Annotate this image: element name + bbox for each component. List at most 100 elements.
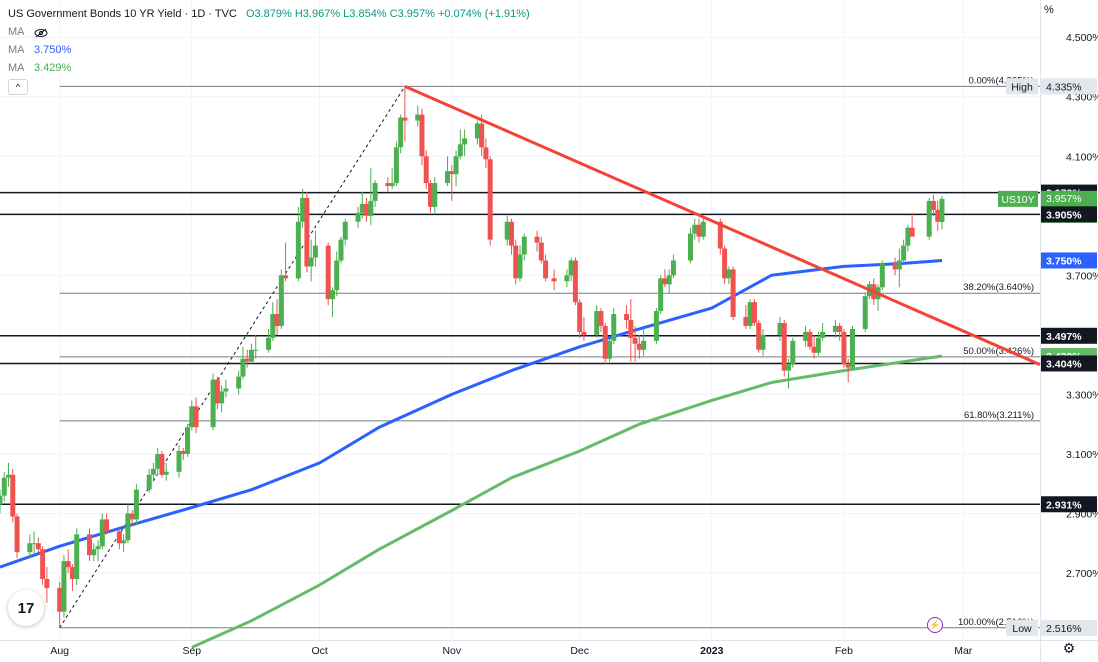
candle-body xyxy=(116,531,122,544)
candle xyxy=(0,489,3,514)
candle xyxy=(283,242,289,282)
legend-title-row: US Government Bonds 10 YR Yield · 1D · T… xyxy=(8,6,530,22)
candle xyxy=(726,266,732,285)
symbol-title[interactable]: US Government Bonds 10 YR Yield · 1D · T… xyxy=(8,8,237,20)
candle xyxy=(176,445,182,478)
candle xyxy=(513,239,519,285)
candle-body xyxy=(504,221,510,240)
candle xyxy=(692,218,698,240)
axis-price-text: 3.750% xyxy=(1046,255,1082,267)
collapse-legend-button[interactable]: ^ xyxy=(8,79,28,95)
candle xyxy=(730,266,736,320)
candle xyxy=(163,462,169,481)
ma1-label: MA xyxy=(8,26,25,38)
candle xyxy=(329,287,335,318)
candle-body xyxy=(462,138,468,145)
candle-body xyxy=(312,245,318,258)
candle xyxy=(69,564,75,591)
price-label: 2.931% xyxy=(1041,496,1097,513)
fib-level-label: 38.20%(3.640%) xyxy=(963,282,1034,293)
candle-body xyxy=(342,221,348,240)
candle xyxy=(304,192,310,273)
candle xyxy=(248,343,254,365)
candle xyxy=(87,528,93,562)
lightning-icon[interactable]: ⚡ xyxy=(927,617,943,633)
candle-body xyxy=(248,349,254,362)
candle xyxy=(419,108,425,166)
candle-body xyxy=(236,376,242,389)
candle xyxy=(751,299,757,326)
candle xyxy=(389,168,395,190)
extreme-tag-box xyxy=(1006,78,1038,95)
candle xyxy=(266,328,272,353)
candle xyxy=(278,269,284,329)
price-scale-unit[interactable]: % xyxy=(1044,4,1054,16)
legend-ma3-row[interactable]: MA 3.429% xyxy=(8,60,530,76)
candle-body xyxy=(65,561,71,568)
y-tick-label: 4.500% xyxy=(1066,32,1098,44)
candle xyxy=(133,483,139,526)
extreme-price-box xyxy=(1041,619,1097,636)
legend-ma2-row[interactable]: MA 3.750% xyxy=(8,42,530,58)
candle xyxy=(504,215,510,246)
axis-price-text: 2.931% xyxy=(1046,499,1082,511)
candle xyxy=(611,308,617,344)
candle xyxy=(155,448,161,475)
ma2-value: 3.750% xyxy=(34,44,72,56)
candle xyxy=(896,248,902,288)
candle xyxy=(641,328,647,356)
price-label: 3.905% xyxy=(1041,206,1097,223)
candle-body xyxy=(40,549,46,579)
candle-body xyxy=(308,257,314,267)
candle-body xyxy=(445,171,451,184)
candle-body xyxy=(602,325,608,359)
candle xyxy=(628,299,634,362)
legend-ma1-row[interactable]: MA xyxy=(8,24,530,40)
eye-hidden-icon[interactable] xyxy=(34,27,48,38)
candle-body xyxy=(334,260,340,291)
price-label: 4.335% High xyxy=(1006,78,1097,95)
candle xyxy=(811,334,817,359)
gear-icon[interactable]: ⚙ xyxy=(1062,640,1076,656)
tradingview-logo[interactable]: 17 xyxy=(8,590,44,626)
candle xyxy=(602,322,608,365)
candle xyxy=(35,537,41,553)
candle-body xyxy=(163,471,169,475)
candle xyxy=(487,156,493,246)
candle-body xyxy=(31,543,37,545)
candle-body xyxy=(747,302,753,326)
axis-price-box xyxy=(1041,327,1097,344)
candle xyxy=(449,165,455,201)
candle xyxy=(756,320,762,353)
candle-body xyxy=(427,183,433,207)
candle-body xyxy=(69,567,75,579)
fib-level-label: 0.00%(4.335%) xyxy=(969,75,1034,86)
candle-body xyxy=(636,343,642,350)
candle-body xyxy=(594,311,600,335)
x-tick-label: Dec xyxy=(570,645,589,657)
candle xyxy=(1,471,7,502)
candle-body xyxy=(210,379,216,428)
candle-body xyxy=(325,245,331,300)
candle xyxy=(398,114,404,154)
candle xyxy=(159,450,165,478)
candle xyxy=(244,349,250,368)
candle xyxy=(837,322,843,341)
candle-body xyxy=(534,236,540,243)
candle-body xyxy=(832,325,838,332)
candle-body xyxy=(453,156,459,175)
candle-body xyxy=(6,474,12,478)
candle xyxy=(577,299,583,338)
extreme-tag-text: Low xyxy=(1012,623,1032,635)
candle-body xyxy=(338,239,344,261)
candle-body xyxy=(35,543,41,550)
candle-body xyxy=(479,123,485,148)
candle-body xyxy=(398,117,404,148)
candle xyxy=(786,358,792,389)
candle xyxy=(747,299,753,329)
ma3-value: 3.429% xyxy=(34,62,72,74)
candle xyxy=(415,105,421,127)
candle xyxy=(95,540,101,562)
candle xyxy=(125,504,131,544)
